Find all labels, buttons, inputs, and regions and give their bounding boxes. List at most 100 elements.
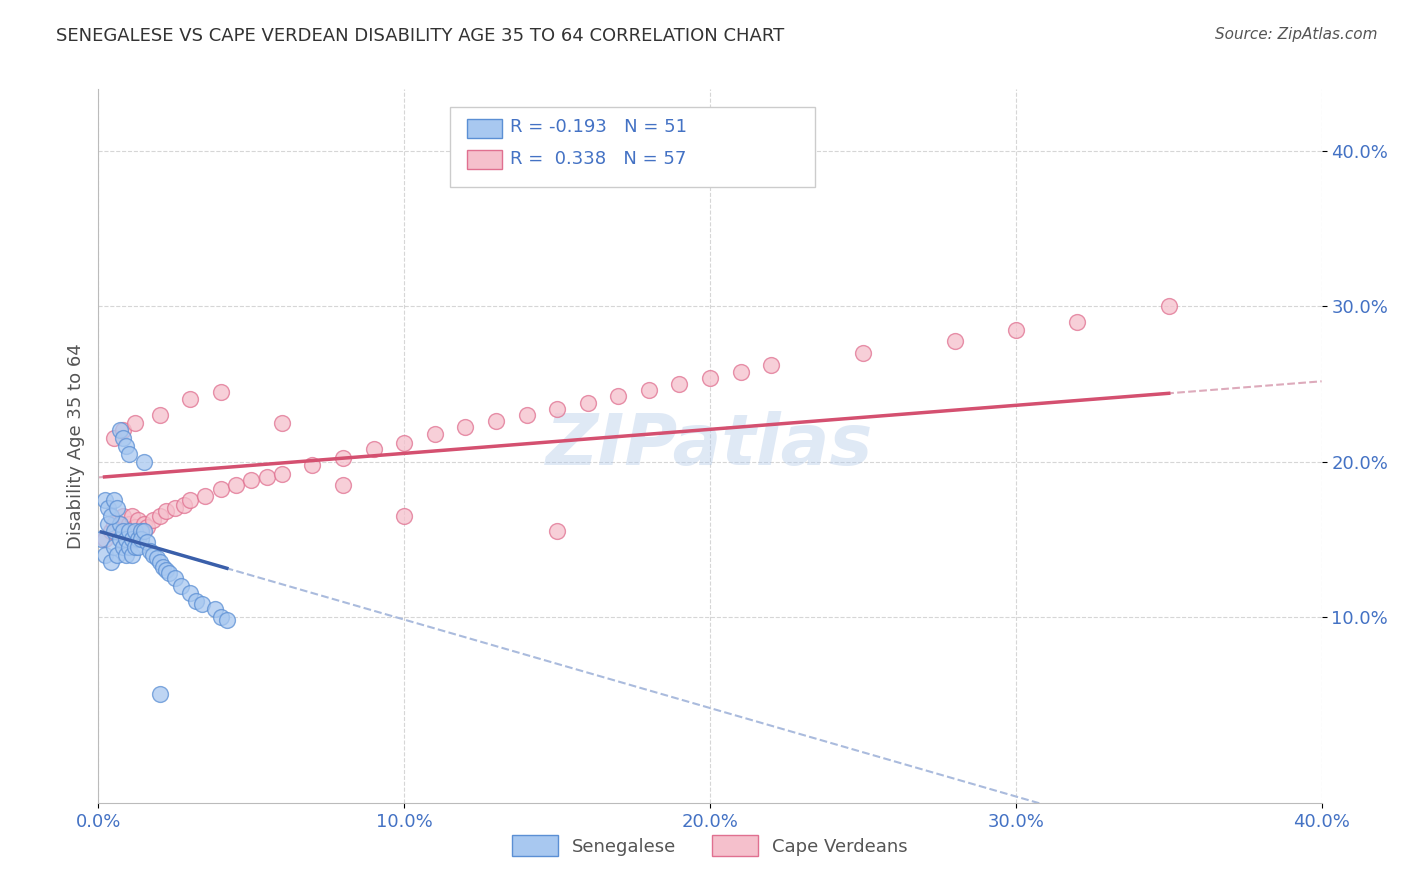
- Point: [111, 431, 134, 445]
- Point: [179, 493, 201, 508]
- Point: [97, 516, 120, 531]
- Point: [127, 532, 149, 546]
- Point: [108, 516, 131, 531]
- Point: [142, 548, 165, 562]
- Point: [194, 489, 217, 503]
- Point: [111, 424, 134, 438]
- Point: [225, 477, 247, 491]
- Point: [124, 524, 146, 539]
- Text: SENEGALESE VS CAPE VERDEAN DISABILITY AGE 35 TO 64 CORRELATION CHART: SENEGALESE VS CAPE VERDEAN DISABILITY AG…: [56, 27, 785, 45]
- Point: [90, 532, 112, 546]
- Point: [108, 424, 131, 438]
- Point: [93, 548, 115, 562]
- Point: [129, 524, 152, 539]
- Point: [115, 548, 138, 562]
- Point: [363, 442, 385, 456]
- Point: [546, 401, 568, 416]
- Point: [134, 524, 156, 539]
- Point: [105, 524, 128, 539]
- Point: [1004, 323, 1026, 337]
- Point: [97, 501, 120, 516]
- Point: [179, 392, 201, 407]
- Point: [105, 501, 128, 516]
- Legend: Senegalese, Cape Verdeans: Senegalese, Cape Verdeans: [503, 826, 917, 865]
- Point: [392, 436, 416, 450]
- Point: [155, 563, 177, 577]
- Point: [111, 508, 134, 523]
- Point: [332, 477, 354, 491]
- Point: [209, 384, 232, 399]
- Point: [124, 519, 146, 533]
- Point: [134, 454, 156, 468]
- Point: [108, 532, 131, 546]
- Point: [163, 571, 186, 585]
- Point: [576, 395, 599, 409]
- Point: [139, 544, 162, 558]
- Point: [121, 508, 143, 523]
- Point: [108, 516, 131, 531]
- Point: [103, 431, 125, 445]
- Point: [943, 334, 966, 348]
- Point: [332, 451, 354, 466]
- Point: [270, 416, 292, 430]
- Point: [186, 594, 208, 608]
- Point: [103, 524, 125, 539]
- Point: [191, 597, 214, 611]
- Point: [454, 420, 477, 434]
- Point: [124, 540, 146, 554]
- Point: [516, 408, 538, 422]
- Point: [730, 365, 752, 379]
- Point: [129, 524, 152, 539]
- Point: [301, 458, 323, 472]
- Point: [163, 501, 186, 516]
- Point: [100, 508, 122, 523]
- Point: [637, 383, 661, 397]
- Point: [270, 467, 292, 481]
- Point: [209, 483, 232, 497]
- Point: [173, 498, 195, 512]
- Point: [152, 560, 174, 574]
- Text: R =  0.338   N = 57: R = 0.338 N = 57: [510, 150, 686, 168]
- Point: [100, 524, 122, 539]
- Text: ZIPatlas: ZIPatlas: [547, 411, 873, 481]
- Y-axis label: Disability Age 35 to 64: Disability Age 35 to 64: [66, 343, 84, 549]
- Point: [145, 550, 167, 565]
- Point: [136, 519, 159, 533]
- Point: [105, 548, 128, 562]
- Point: [134, 516, 156, 531]
- Point: [149, 555, 172, 569]
- Point: [209, 609, 232, 624]
- Point: [118, 447, 141, 461]
- Point: [149, 408, 172, 422]
- Point: [115, 524, 138, 539]
- Text: R = -0.193   N = 51: R = -0.193 N = 51: [510, 118, 688, 136]
- Point: [155, 504, 177, 518]
- Point: [215, 613, 238, 627]
- Point: [204, 602, 226, 616]
- Point: [93, 493, 115, 508]
- Point: [607, 389, 630, 403]
- Point: [115, 532, 138, 546]
- Point: [256, 470, 278, 484]
- Point: [1157, 299, 1180, 313]
- Point: [118, 540, 141, 554]
- Point: [100, 555, 122, 569]
- Text: Source: ZipAtlas.com: Source: ZipAtlas.com: [1215, 27, 1378, 42]
- Point: [103, 493, 125, 508]
- Point: [127, 540, 149, 554]
- Point: [111, 524, 134, 539]
- Point: [170, 579, 193, 593]
- Point: [121, 532, 143, 546]
- Point: [759, 359, 782, 373]
- Point: [136, 535, 159, 549]
- Point: [668, 376, 690, 391]
- Point: [240, 473, 263, 487]
- Point: [118, 524, 141, 539]
- Point: [149, 508, 172, 523]
- Point: [103, 540, 125, 554]
- Point: [93, 532, 115, 546]
- Point: [485, 414, 508, 428]
- Point: [118, 516, 141, 531]
- Point: [1066, 315, 1088, 329]
- Point: [129, 532, 152, 546]
